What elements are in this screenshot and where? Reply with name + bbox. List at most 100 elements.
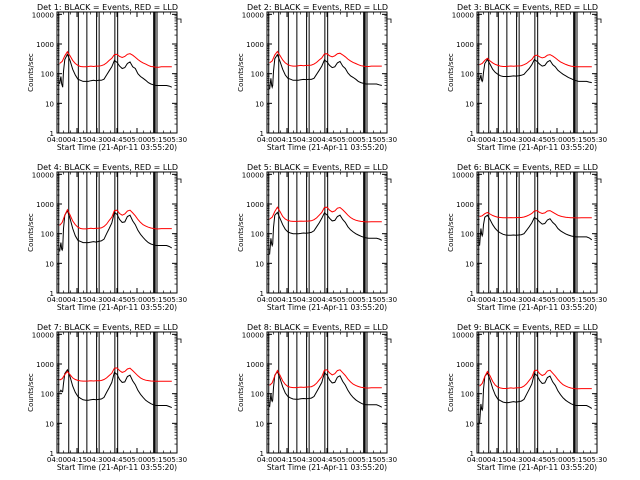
x-tick-label: 04:15 — [487, 296, 507, 304]
y-axis-label: Counts/sec — [27, 53, 35, 92]
y-tick-label: 1000 — [456, 201, 474, 209]
x-tick-label: 05:00 — [337, 296, 357, 304]
x-tick-label: 04:15 — [487, 456, 507, 464]
y-axis-label: Counts/sec — [447, 373, 455, 412]
y-tick-label: 1 — [260, 290, 264, 298]
x-tick-label: 05:30 — [167, 456, 187, 464]
y-tick-label: 10000 — [452, 11, 474, 19]
x-tick-label: 05:30 — [377, 296, 397, 304]
y-tick-label: 10 — [465, 260, 474, 268]
y-tick-label: 10000 — [32, 11, 54, 19]
x-tick-label: 05:00 — [547, 456, 567, 464]
x-tick-label: 05:30 — [377, 136, 397, 144]
plot-frame — [476, 331, 598, 454]
detector-panel-3: Det 3: BLACK = Events, RED = LLD 1 10 100 10… — [447, 3, 607, 152]
y-tick-label: 1 — [470, 290, 474, 298]
y-tick-label: 10 — [45, 100, 54, 108]
events-series-line — [479, 58, 592, 84]
x-tick-label: 05:15 — [357, 136, 377, 144]
y-axis-label: Counts/sec — [237, 373, 245, 412]
y-tick-label: 10000 — [242, 11, 264, 19]
x-tick-label: 05:15 — [357, 296, 377, 304]
y-tick-label: 10 — [45, 260, 54, 268]
y-tick-label: 100 — [41, 71, 54, 79]
events-series-line — [479, 214, 593, 246]
y-tick-label: 1000 — [36, 41, 54, 49]
y-tick-label: 1000 — [36, 201, 54, 209]
y-axis-label: Counts/sec — [27, 213, 35, 252]
x-tick-label: 04:45 — [317, 296, 337, 304]
y-tick-label: 1 — [470, 450, 474, 458]
x-tick-label: 04:30 — [297, 296, 317, 304]
x-tick-label: 04:15 — [67, 456, 87, 464]
x-tick-label: 04:30 — [87, 296, 107, 304]
detector-panel-1: Det 1: BLACK = Events, RED = LLD 1 10 100 10… — [27, 3, 187, 152]
y-axis-label: Counts/sec — [447, 213, 455, 252]
x-tick-label: 04:15 — [277, 456, 297, 464]
y-tick-label: 1 — [50, 130, 54, 138]
x-tick-label: 04:45 — [527, 296, 547, 304]
events-series-line — [59, 209, 173, 252]
x-tick-label: 04:00 — [467, 136, 487, 144]
lld-series-line — [59, 50, 172, 68]
plot-frame — [56, 171, 178, 294]
x-tick-label: 04:15 — [487, 136, 507, 144]
corner-marker — [596, 178, 602, 183]
y-axis-label: Counts/sec — [237, 213, 245, 252]
x-tick-label: 04:45 — [107, 456, 127, 464]
y-tick-label: 1000 — [36, 361, 54, 369]
plot-frame — [266, 171, 388, 294]
y-tick-label: 10 — [465, 100, 474, 108]
panel-title: Det 3: BLACK = Events, RED = LLD — [457, 3, 598, 12]
x-tick-label: 05:00 — [547, 296, 567, 304]
y-tick-label: 1 — [260, 450, 264, 458]
x-tick-label: 05:15 — [357, 456, 377, 464]
lld-series-line — [59, 367, 172, 382]
x-tick-label: 04:45 — [527, 136, 547, 144]
y-tick-label: 100 — [461, 231, 474, 239]
lld-series-line — [59, 208, 172, 230]
y-tick-label: 1000 — [456, 41, 474, 49]
x-tick-label: 04:00 — [257, 456, 277, 464]
x-tick-label: 04:45 — [317, 136, 337, 144]
x-tick-label: 05:30 — [167, 136, 187, 144]
x-tick-label: 05:15 — [147, 136, 167, 144]
events-series-line — [59, 53, 172, 88]
corner-marker — [176, 178, 182, 183]
y-tick-label: 100 — [41, 391, 54, 399]
detector-panel-9: Det 9: BLACK = Events, RED = LLD 1 10 100 10… — [447, 323, 607, 472]
x-tick-label: 04:00 — [47, 296, 67, 304]
y-tick-label: 10000 — [32, 331, 54, 339]
y-tick-label: 1 — [50, 450, 54, 458]
panel-title: Det 2: BLACK = Events, RED = LLD — [247, 3, 388, 12]
x-tick-label: 05:15 — [567, 296, 587, 304]
y-axis-label: Counts/sec — [447, 53, 455, 92]
y-tick-label: 10 — [465, 420, 474, 428]
x-tick-label: 04:30 — [507, 296, 527, 304]
y-tick-label: 10000 — [242, 171, 264, 179]
x-tick-label: 04:00 — [47, 136, 67, 144]
x-axis-label: Start Time (21-Apr-11 03:55:20) — [267, 143, 387, 152]
y-tick-label: 10 — [255, 420, 264, 428]
x-axis-label: Start Time (21-Apr-11 03:55:20) — [477, 463, 597, 472]
y-tick-label: 100 — [41, 231, 54, 239]
x-tick-label: 04:15 — [67, 136, 87, 144]
x-tick-label: 04:00 — [467, 456, 487, 464]
events-series-line — [269, 370, 383, 408]
lld-series-line — [479, 54, 592, 68]
y-tick-label: 100 — [251, 71, 264, 79]
corner-marker — [596, 18, 602, 23]
x-tick-label: 04:00 — [47, 456, 67, 464]
x-tick-label: 04:30 — [297, 456, 317, 464]
y-tick-label: 100 — [251, 231, 264, 239]
x-tick-label: 05:00 — [337, 136, 357, 144]
x-tick-label: 05:15 — [567, 456, 587, 464]
y-tick-label: 100 — [251, 391, 264, 399]
detector-panel-7: Det 7: BLACK = Events, RED = LLD 1 10 100 10… — [27, 323, 187, 472]
x-axis-label: Start Time (21-Apr-11 03:55:20) — [57, 303, 177, 312]
panel-title: Det 8: BLACK = Events, RED = LLD — [247, 323, 388, 332]
x-tick-label: 05:00 — [127, 296, 147, 304]
x-tick-label: 05:15 — [147, 456, 167, 464]
y-tick-label: 10000 — [242, 331, 264, 339]
